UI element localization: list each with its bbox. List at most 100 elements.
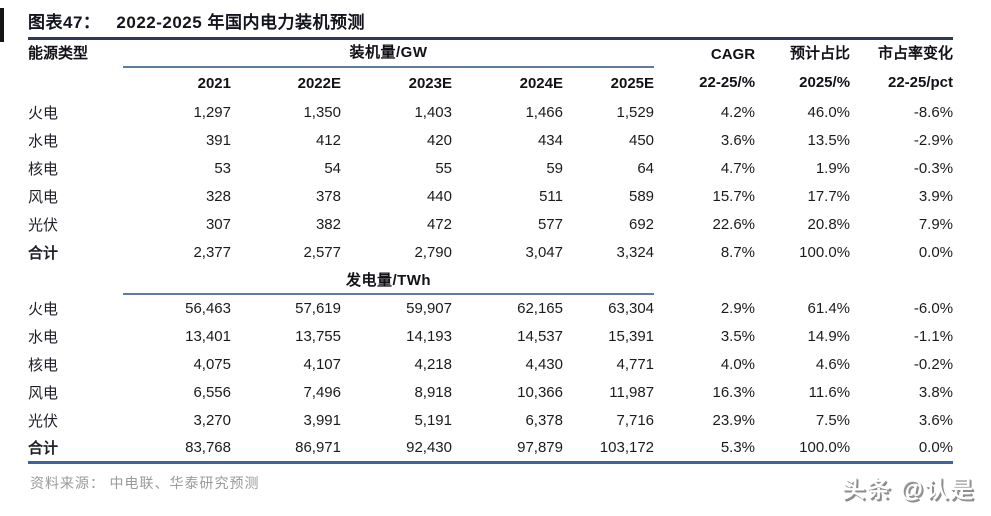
table-row: 风电 6,556 7,496 8,918 10,366 11,987 16.3% 11.6% 3…	[28, 378, 953, 406]
cell-value: 4,771	[616, 355, 655, 373]
source-note: 资料来源： 中电联、华泰研究预测	[30, 476, 260, 492]
cell-value: 46.0%	[807, 103, 851, 121]
cell-value: -6.0%	[913, 299, 954, 317]
cell-value: 22.6%	[712, 215, 756, 233]
cell-value: 1,350	[303, 103, 341, 121]
cell-value: 15,391	[608, 327, 655, 345]
cell-value: 4.2%	[720, 103, 756, 121]
cell-value: 3.6%	[720, 131, 756, 149]
cell-value: 20.8%	[807, 215, 851, 233]
cell-value: 5.3%	[720, 438, 756, 456]
cell-value: 1,529	[616, 103, 655, 121]
cell-value: 2,577	[303, 243, 341, 261]
cell-value: 59	[546, 159, 563, 177]
table-row: 合计 2,377 2,577 2,790 3,047 3,324 8.7% 100.0% 0.0…	[28, 238, 953, 266]
table-body: 火电 1,297 1,350 1,403 1,466 1,529 4.2% 46.0% -8.6…	[28, 98, 953, 462]
cell-value: 16.3%	[712, 383, 756, 401]
cell-value: 1,403	[414, 103, 452, 121]
title-divider	[28, 37, 953, 40]
header-group-row: 能源类型 装机量/GW CAGR 预计占比 市占率变化	[28, 40, 954, 68]
empty-cell	[850, 266, 953, 294]
forecast-table: 能源类型 装机量/GW CAGR 预计占比 市占率变化 2021 2022E 2…	[28, 40, 954, 464]
cell-value: 61.4%	[807, 299, 851, 317]
empty-header-cell	[28, 67, 123, 98]
cell-value: 5,191	[414, 411, 452, 429]
cell-value: 3.8%	[918, 383, 954, 401]
cell-value: -8.6%	[913, 103, 954, 121]
cell-value: 63,304	[608, 300, 655, 317]
cell-value: 1,297	[193, 103, 231, 121]
cell-value: 391	[205, 131, 231, 149]
cell-value: 92,430	[406, 438, 452, 456]
cell-value: 450	[629, 131, 655, 149]
section-divider-row: 发电量/TWh	[28, 266, 953, 295]
cell-value: 4.7%	[720, 159, 756, 177]
cell-value: 56,463	[185, 300, 231, 317]
column-group-share: 预计占比	[790, 45, 851, 62]
empty-cell	[654, 266, 755, 294]
cell-value: -2.9%	[913, 131, 954, 149]
cell-value: 378	[315, 187, 341, 205]
cell-value: 55	[435, 159, 452, 177]
cell-value: 83,768	[185, 438, 231, 456]
table-row: 风电 328 378 440 511 589 15.7% 17.7% 3.9%	[28, 182, 953, 210]
cell-value: 0.0%	[918, 243, 954, 261]
table-row: 水电 391 412 420 434 450 3.6% 13.5% -2.9%	[28, 126, 953, 154]
cell-value: 382	[315, 215, 341, 233]
table-row: 火电 56,463 57,619 59,907 62,165 63,304 2.9% 61.4…	[28, 294, 953, 322]
cell-value: 64	[637, 159, 655, 177]
cell-value: 53	[214, 159, 231, 177]
cell-value: 4,107	[303, 355, 341, 373]
row-label: 合计	[28, 439, 59, 457]
table-row: 火电 1,297 1,350 1,403 1,466 1,529 4.2% 46.0% -8.6…	[28, 98, 953, 126]
cell-value: 4,218	[414, 355, 452, 373]
cell-value: 62,165	[517, 300, 563, 317]
table-row: 光伏 3,270 3,991 5,191 6,378 7,716 23.9% 7.5% 3.6%	[28, 406, 953, 434]
cell-value: 100.0%	[799, 438, 851, 456]
header-year-row: 2021 2022E 2023E 2024E 2025E 22-25/% 202…	[28, 67, 953, 98]
row-label: 火电	[28, 104, 59, 122]
cell-value: 7.9%	[918, 215, 954, 233]
cell-value: 692	[629, 215, 655, 233]
cell-value: 307	[205, 215, 231, 233]
cell-value: 57,619	[295, 300, 341, 317]
cell-value: -1.1%	[913, 327, 954, 345]
cell-value: 4,075	[193, 355, 231, 373]
row-label: 火电	[28, 300, 59, 318]
cell-value: 2.9%	[720, 299, 756, 317]
cell-value: 511	[539, 187, 563, 205]
column-group-share-change: 市占率变化	[878, 45, 954, 62]
cell-value: 589	[629, 187, 655, 205]
cell-value: 3,047	[525, 243, 563, 261]
watermark: 头条 @认是	[842, 476, 975, 502]
cell-value: 6,556	[193, 383, 231, 401]
cell-value: 97,879	[517, 438, 563, 456]
cell-value: 13,755	[295, 327, 341, 345]
cell-value: 7,716	[616, 411, 655, 429]
figure-title: 图表47： 2022-2025 年国内电力装机预测	[0, 0, 991, 35]
cell-value: 8.7%	[720, 243, 756, 261]
column-header-2022e: 2022E	[297, 74, 341, 92]
column-header-2025e: 2025E	[610, 74, 655, 92]
column-header-share-change-range: 22-25/pct	[887, 74, 954, 91]
cell-value: 420	[426, 131, 452, 149]
cell-value: 23.9%	[712, 411, 756, 429]
cell-value: 4.0%	[720, 355, 756, 373]
cell-value: 472	[426, 215, 452, 233]
column-header-2024e: 2024E	[519, 74, 563, 92]
cell-value: 14,193	[406, 327, 452, 345]
cell-value: 14,537	[517, 327, 563, 345]
column-group-cagr: CAGR	[710, 46, 756, 63]
row-label: 水电	[28, 328, 59, 346]
row-label: 光伏	[28, 412, 59, 430]
column-group-capacity: 装机量/GW	[123, 40, 655, 68]
row-label: 核电	[28, 356, 59, 374]
page-edge-marker	[0, 8, 4, 42]
cell-value: 14.9%	[807, 327, 851, 345]
cell-value: 59,907	[406, 300, 452, 317]
cell-value: 6,378	[525, 411, 563, 429]
cell-value: 8,918	[414, 383, 452, 401]
cell-value: 3,991	[303, 411, 341, 429]
cell-value: 7.5%	[815, 411, 851, 429]
